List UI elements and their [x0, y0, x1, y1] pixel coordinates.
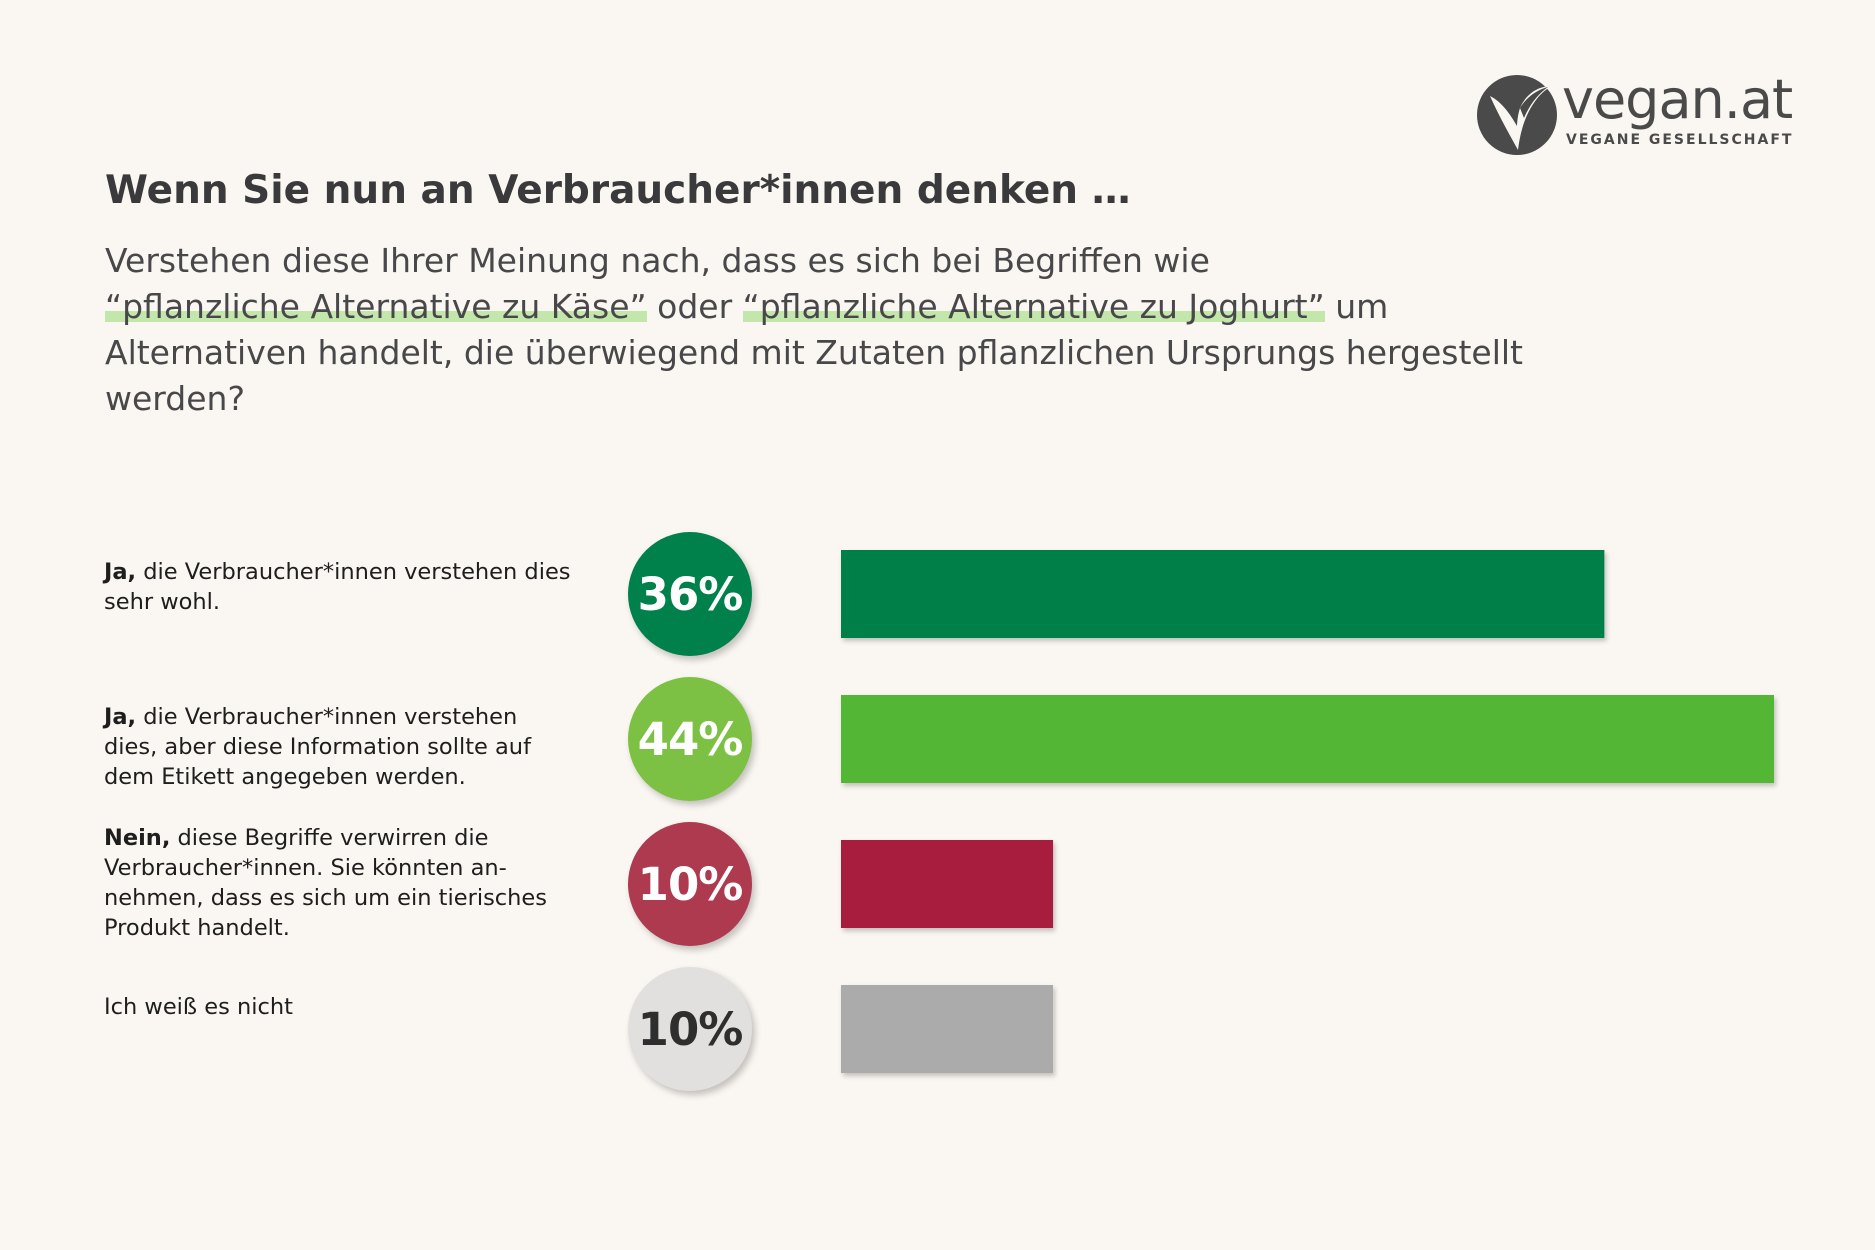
bar-2: [841, 695, 1774, 783]
question-connector: oder: [657, 287, 733, 326]
answer-label-3-bold: Nein,: [104, 825, 171, 851]
question-part-2: um Alternativen handelt, die überwiegend…: [105, 287, 1523, 418]
answer-label-3: Nein, diese Begriffe verwirren die Verbr…: [104, 823, 574, 943]
answer-label-4: Ich weiß es nicht: [104, 992, 574, 1022]
survey-question: Verstehen diese Ihrer Meinung nach, dass…: [105, 238, 1525, 422]
answer-label-1-bold: Ja,: [104, 559, 137, 585]
v-leaf-icon: [1477, 75, 1557, 155]
bar-3: [841, 840, 1054, 928]
percentage-badge-1: 36%: [628, 532, 752, 656]
answer-label-2-text: die Verbraucher*innen verstehen dies, ab…: [104, 704, 531, 790]
logo: vegan.at VEGANE GESELLSCHAFT: [1476, 68, 1796, 164]
chart-title: Wenn Sie nun an Verbraucher*innen denken…: [105, 168, 1131, 213]
highlighted-term-yogurt: “pflanzliche Alternative zu Joghurt”: [742, 287, 1325, 326]
answer-label-2: Ja, die Verbraucher*innen verstehen dies…: [104, 702, 574, 792]
answer-label-2-bold: Ja,: [104, 704, 137, 730]
percentage-badge-2: 44%: [628, 677, 752, 801]
answer-label-1: Ja, die Verbraucher*innen verstehen dies…: [104, 557, 574, 617]
answer-label-1-text: die Verbraucher*innen verstehen dies seh…: [104, 559, 571, 615]
answer-label-4-text: Ich weiß es nicht: [104, 994, 293, 1020]
logo-subtitle: VEGANE GESELLSCHAFT: [1566, 132, 1794, 148]
question-part-1: Verstehen diese Ihrer Meinung nach, dass…: [105, 241, 1210, 280]
logo-wordmark: vegan.at: [1562, 68, 1793, 131]
bar-1: [841, 550, 1605, 638]
answer-label-3-text: diese Begriffe verwirren die Verbraucher…: [104, 825, 548, 941]
percentage-badge-4: 10%: [628, 967, 752, 1091]
highlighted-term-cheese: “pflanzliche Alternative zu Käse”: [105, 287, 647, 326]
bar-4: [841, 985, 1054, 1073]
percentage-badge-3: 10%: [628, 822, 752, 946]
